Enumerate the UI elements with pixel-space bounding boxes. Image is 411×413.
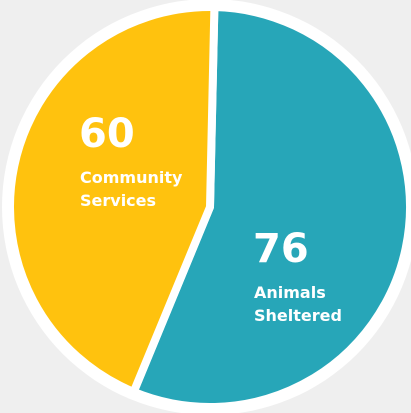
pie-slice-animals-sheltered [129,3,411,411]
slice-label-animals-line2: Sheltered [254,306,342,325]
slice-label-animals-line1: Animals [254,283,326,302]
slice-value-animals-sheltered: 76 [253,226,309,272]
slice-label-community-line1: Community [80,168,183,187]
pie-slices [6,3,411,411]
slice-value-community-services: 60 [79,111,135,157]
slice-label-community-line2: Services [80,191,156,210]
pie-slice-community-services [6,3,219,396]
